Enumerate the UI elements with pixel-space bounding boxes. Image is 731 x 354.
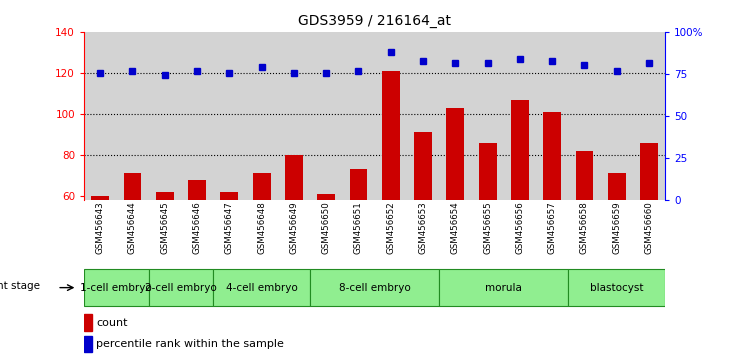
Bar [511,99,529,200]
Text: GSM456653: GSM456653 [419,201,428,254]
Bar [349,169,368,200]
Bar [124,173,141,200]
Text: GSM456644: GSM456644 [128,201,137,254]
Text: 2-cell embryo: 2-cell embryo [145,282,217,293]
Text: GSM456647: GSM456647 [225,201,234,254]
Bar [575,151,594,200]
Text: GSM456658: GSM456658 [580,201,589,254]
Text: count: count [96,318,128,327]
Bar [188,179,206,200]
Text: GSM456652: GSM456652 [386,201,395,254]
Bar [84,269,148,306]
Text: GSM456656: GSM456656 [515,201,524,254]
Title: GDS3959 / 216164_at: GDS3959 / 216164_at [298,14,451,28]
Bar [84,314,92,331]
Bar [285,155,303,200]
Bar [221,192,238,200]
Text: GSM456655: GSM456655 [483,201,492,254]
Text: GSM456650: GSM456650 [322,201,330,254]
Text: 8-cell embryo: 8-cell embryo [338,282,411,293]
Text: GSM456646: GSM456646 [192,201,202,254]
Bar [253,173,270,200]
Bar [317,194,335,200]
Text: development stage: development stage [0,281,40,291]
Text: 1-cell embryo: 1-cell embryo [80,282,152,293]
Bar [569,269,665,306]
Text: GSM456657: GSM456657 [548,201,557,254]
Text: 4-cell embryo: 4-cell embryo [226,282,298,293]
Bar [213,269,310,306]
Bar [156,192,174,200]
Bar [608,173,626,200]
Bar [310,269,439,306]
Bar [148,269,213,306]
Text: blastocyst: blastocyst [590,282,643,293]
Text: GSM456645: GSM456645 [160,201,170,254]
Bar [479,143,496,200]
Text: percentile rank within the sample: percentile rank within the sample [96,339,284,349]
Text: GSM456649: GSM456649 [289,201,298,254]
Bar [447,108,464,200]
Bar [91,196,109,200]
Bar [414,132,432,200]
Text: GSM456660: GSM456660 [645,201,654,254]
Bar [543,112,561,200]
Text: GSM456651: GSM456651 [354,201,363,254]
Text: morula: morula [485,282,522,293]
Bar [640,143,658,200]
Bar [84,336,92,352]
Bar [439,269,569,306]
Text: GSM456654: GSM456654 [451,201,460,254]
Text: GSM456648: GSM456648 [257,201,266,254]
Text: GSM456643: GSM456643 [96,201,105,254]
Bar [382,71,400,200]
Text: GSM456659: GSM456659 [613,201,621,254]
